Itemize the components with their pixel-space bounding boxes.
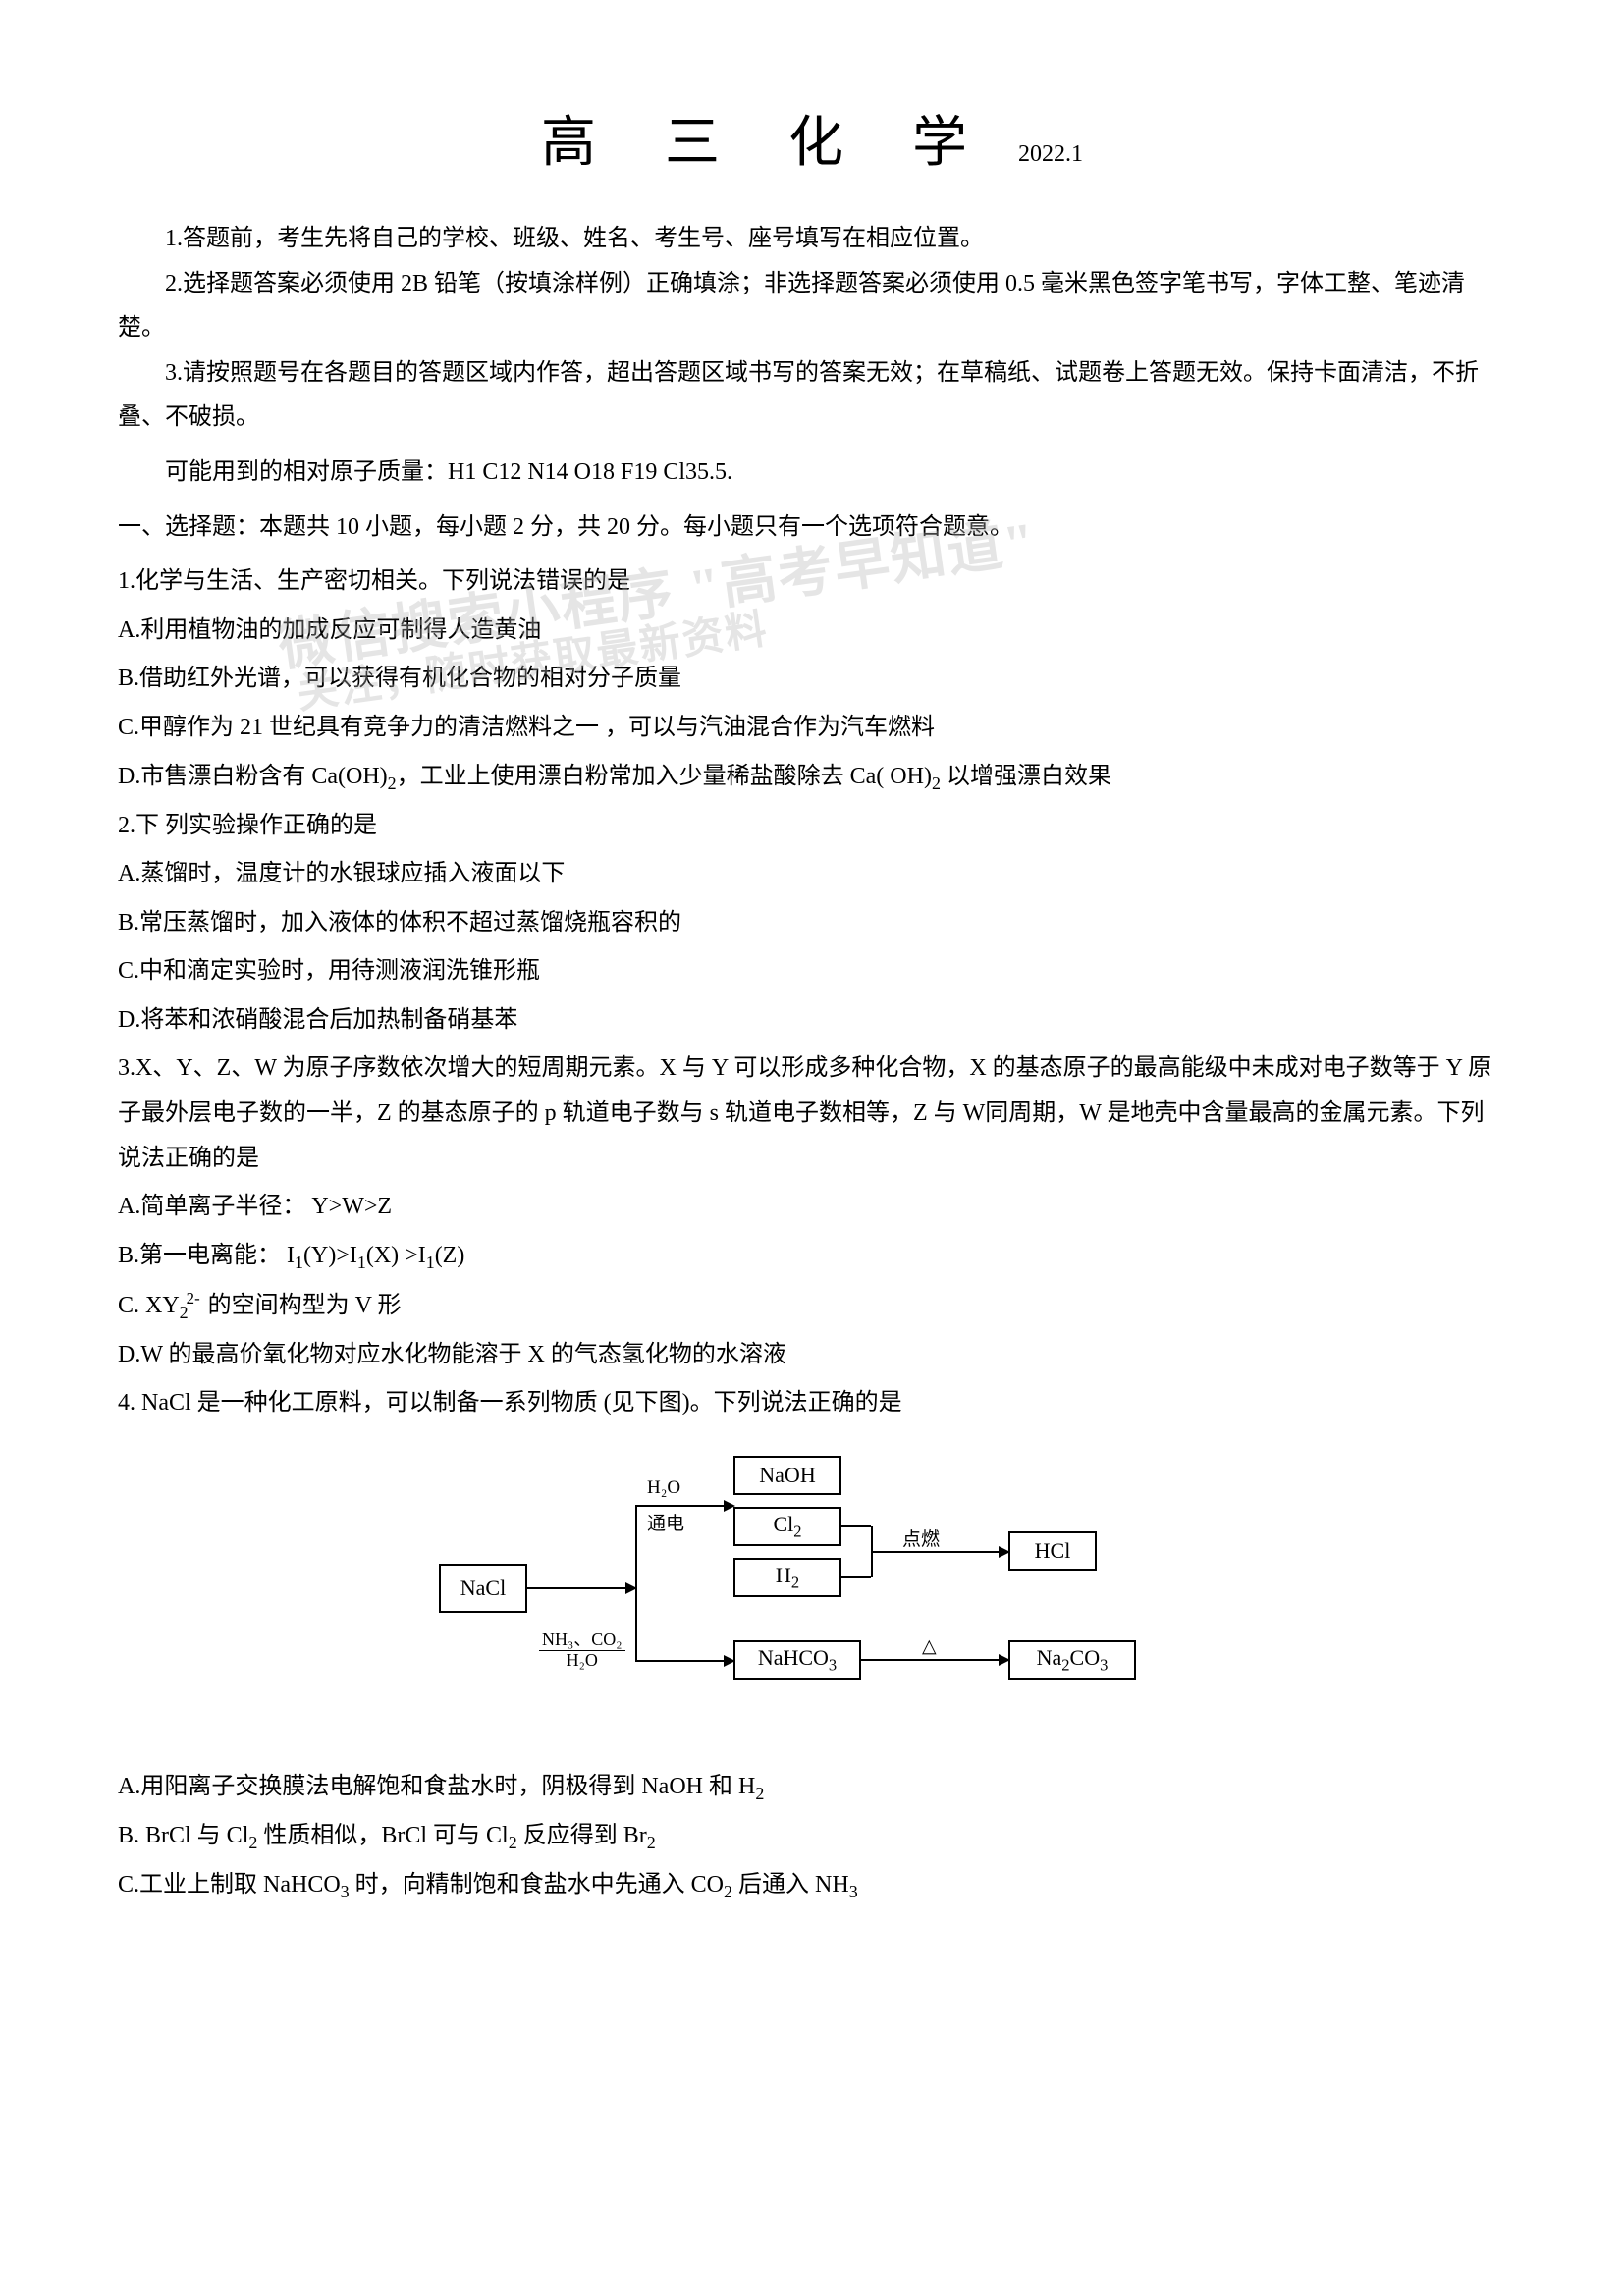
q1-option-a: A.利用植物油的加成反应可制得人造黄油 [118, 609, 1506, 654]
instruction-1: 1.答题前，考生先将自己的学校、班级、姓名、考生号、座号填写在相应位置。 [118, 217, 1506, 262]
question-1: 1.化学与生活、生产密切相关。下列说法错误的是 A.利用植物油的加成反应可制得人… [118, 560, 1506, 799]
instructions-block: 1.答题前，考生先将自己的学校、班级、姓名、考生号、座号填写在相应位置。 2.选… [118, 217, 1506, 441]
q2-option-b: B.常压蒸馏时，加入液体的体积不超过蒸馏烧瓶容积的 [118, 901, 1506, 946]
q4-option-c: C.工业上制取 NaHCO3 时，向精制饱和食盐水中先通入 CO2 后通入 NH… [118, 1863, 1506, 1908]
instruction-3: 3.请按照题号在各题目的答题区域内作答，超出答题区域书写的答案无效；在草稿纸、试… [118, 351, 1506, 441]
label-tongdian: 通电 [645, 1509, 686, 1535]
q3-option-a: A.简单离子半径： Y>W>Z [118, 1185, 1506, 1230]
box-nacl: NaCl [439, 1564, 527, 1613]
label-h2o-top: H₂O [645, 1477, 682, 1499]
q1-option-d: D.市售漂白粉含有 Ca(OH)2，工业上使用漂白粉常加入少量稀盐酸除去 Ca(… [118, 755, 1506, 800]
q1-option-b: B.借助红外光谱，可以获得有机化合物的相对分子质量 [118, 657, 1506, 702]
instruction-2: 2.选择题答案必须使用 2B 铅笔（按填涂样例）正确填涂；非选择题答案必须使用 … [118, 262, 1506, 351]
q3-stem: 3.X、Y、Z、W 为原子序数依次增大的短周期元素。X 与 Y 可以形成多种化合… [118, 1046, 1506, 1181]
arrow-to-hcl [871, 1551, 1008, 1553]
flow-diagram-container: NaCl H₂O 通电 NH₃、CO₂ H₂O NaOH Cl2 H2 NaHC… [118, 1456, 1506, 1716]
arrow-to-na2co3 [861, 1659, 1008, 1661]
question-2: 2.下 列实验操作正确的是 A.蒸馏时，温度计的水银球应插入液面以下 B.常压蒸… [118, 804, 1506, 1043]
question-4-options: A.用阳离子交换膜法电解饱和食盐水时，阴极得到 NaOH 和 H2 B. BrC… [118, 1765, 1506, 1908]
main-title: 高 三 化 学 [541, 113, 995, 174]
q4-option-b: B. BrCl 与 Cl2 性质相似，BrCl 可与 Cl2 反应得到 Br2 [118, 1814, 1506, 1859]
q3-option-d: D.W 的最高价氧化物对应水化物能溶于 X 的气态氢化物的水溶液 [118, 1333, 1506, 1378]
atomic-mass: 可能用到的相对原子质量：H1 C12 N14 O18 F19 Cl35.5. [118, 451, 1506, 496]
arrow-nacl-split [527, 1587, 635, 1589]
q4-stem: 4. NaCl 是一种化工原料，可以制备一系列物质 (见下图)。下列说法正确的是 [118, 1381, 1506, 1426]
flow-diagram: NaCl H₂O 通电 NH₃、CO₂ H₂O NaOH Cl2 H2 NaHC… [439, 1456, 1185, 1711]
box-cl2: Cl2 [733, 1507, 841, 1546]
exam-date: 2022.1 [1018, 141, 1083, 167]
box-na2co3: Na2CO3 [1008, 1640, 1136, 1680]
arrow-to-top [635, 1505, 733, 1507]
q3-option-c: C. XY22- 的空间构型为 V 形 [118, 1283, 1506, 1329]
arrow-to-bottom [635, 1660, 733, 1662]
box-nahco3: NaHCO3 [733, 1640, 861, 1680]
box-hcl: HCl [1008, 1531, 1097, 1571]
question-3: 3.X、Y、Z、W 为原子序数依次增大的短周期元素。X 与 Y 可以形成多种化合… [118, 1046, 1506, 1377]
box-naoh: NaOH [733, 1456, 841, 1495]
q1-stem: 1.化学与生活、生产密切相关。下列说法错误的是 [118, 560, 1506, 605]
q2-option-c: C.中和滴定实验时，用待测液润洗锥形瓶 [118, 949, 1506, 994]
question-4: 4. NaCl 是一种化工原料，可以制备一系列物质 (见下图)。下列说法正确的是 [118, 1381, 1506, 1426]
label-nh3-co2: NH₃、CO₂ H₂O [537, 1630, 627, 1671]
section-1-heading: 一、选择题：本题共 10 小题，每小题 2 分，共 20 分。每小题只有一个选项… [118, 506, 1506, 551]
q4-option-a: A.用阳离子交换膜法电解饱和食盐水时，阴极得到 NaOH 和 H2 [118, 1765, 1506, 1810]
q2-option-d: D.将苯和浓硝酸混合后加热制备硝基苯 [118, 998, 1506, 1043]
q2-option-a: A.蒸馏时，温度计的水银球应插入液面以下 [118, 852, 1506, 897]
box-h2: H2 [733, 1558, 841, 1597]
q3-option-b: B.第一电离能： I1(Y)>I1(X) >I1(Z) [118, 1234, 1506, 1279]
q1-option-c: C.甲醇作为 21 世纪具有竞争力的清洁燃料之一 ，可以与汽油混合作为汽车燃料 [118, 706, 1506, 751]
label-dianran: 点燃 [900, 1524, 942, 1551]
label-delta: △ [920, 1635, 939, 1658]
q2-stem: 2.下 列实验操作正确的是 [118, 804, 1506, 849]
title-row: 高 三 化 学 2022.1 [118, 98, 1506, 178]
